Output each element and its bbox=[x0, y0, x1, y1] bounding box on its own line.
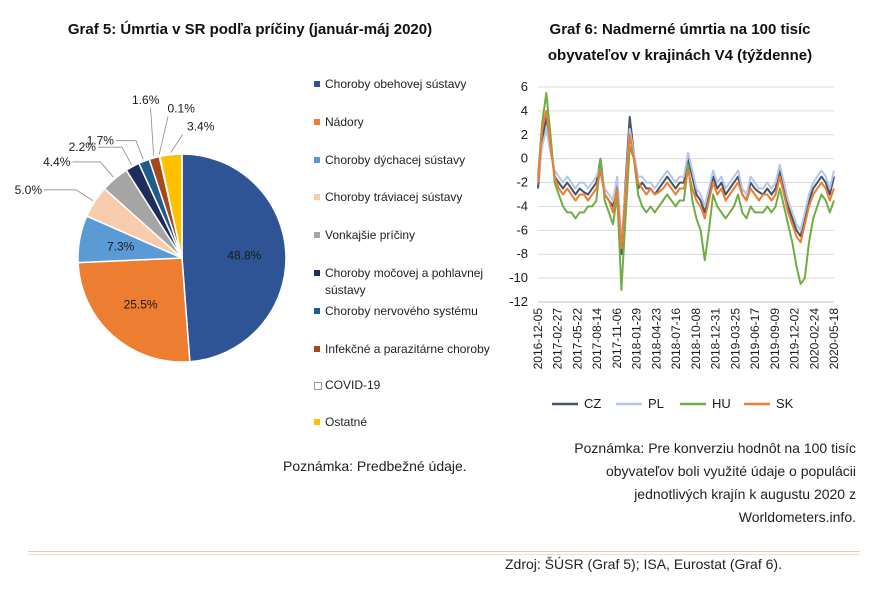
series-line-pl bbox=[537, 127, 835, 244]
pie-data-label: 2.2% bbox=[69, 140, 97, 154]
legend-label-hu: HU bbox=[712, 396, 731, 411]
x-tick-label: 2017-08-14 bbox=[590, 308, 604, 370]
chart6-note-line: Poznámka: Pre konverziu hodnôt na 100 ti… bbox=[574, 440, 856, 456]
legend-swatch bbox=[314, 419, 320, 425]
legend-label: Choroby obehovej sústavy bbox=[325, 77, 467, 91]
pie-data-label: 0.1% bbox=[168, 101, 196, 115]
divider-line bbox=[28, 554, 860, 555]
pie-data-label: 25.5% bbox=[124, 298, 158, 312]
pie-leader-line bbox=[150, 107, 155, 156]
pie-data-label: 1.6% bbox=[132, 93, 160, 107]
x-tick-label: 2019-12-02 bbox=[788, 308, 802, 370]
x-tick-label: 2017-02-27 bbox=[551, 308, 565, 370]
legend-swatch bbox=[314, 119, 320, 125]
legend-label: Choroby dýchacej sústavy bbox=[325, 153, 466, 167]
source-note: Zdroj: ŠÚSR (Graf 5); ISA, Eurostat (Gra… bbox=[505, 556, 782, 572]
pie-chart: 48.8% 25.5% 7.3% 5.0%4.4%2.2%1.7% 1.6% 0.1% 3.… bbox=[15, 93, 287, 363]
legend-label: Choroby nervového systému bbox=[325, 304, 478, 318]
legend-label: Vonkajšie príčiny bbox=[325, 228, 416, 242]
series-line-cz bbox=[537, 115, 835, 256]
legend-label-pl: PL bbox=[648, 396, 664, 411]
legend-label: Choroby tráviacej sústavy bbox=[325, 190, 463, 204]
pie-leader-line bbox=[170, 134, 184, 153]
chart6-note-line: jednotlivých krajín k augustu 2020 z bbox=[634, 486, 856, 502]
x-tick-label: 2016-12-05 bbox=[531, 308, 545, 370]
y-tick-label: -8 bbox=[516, 246, 528, 261]
legend-swatch bbox=[314, 157, 320, 163]
legend-swatch bbox=[314, 346, 320, 352]
chart6-note-line: Worldometers.info. bbox=[738, 509, 856, 525]
x-tick-label: 2019-06-17 bbox=[748, 308, 762, 370]
y-tick-label: -6 bbox=[516, 222, 528, 237]
y-tick-label: -2 bbox=[516, 175, 528, 190]
legend-label: Choroby močovej a pohlavnej sústavy bbox=[325, 266, 484, 297]
y-tick-label: 6 bbox=[521, 79, 528, 94]
chart5-title: Graf 5: Úmrtia v SR podľa príčiny (januá… bbox=[67, 21, 433, 38]
legend-label: Infekčné a parazitárne choroby bbox=[325, 342, 490, 356]
y-tick-label: 4 bbox=[521, 103, 528, 118]
pie-data-label: 1.7% bbox=[87, 134, 115, 148]
x-tick-label: 2018-10-08 bbox=[689, 308, 703, 370]
pie-data-label: 3.4% bbox=[187, 120, 215, 134]
legend-label: COVID-19 bbox=[325, 378, 381, 392]
divider-line bbox=[28, 551, 860, 552]
pie-data-label: 7.3% bbox=[107, 240, 135, 254]
pie-leader-line bbox=[97, 146, 132, 165]
y-tick-label: 0 bbox=[521, 151, 528, 166]
legend-swatch bbox=[314, 308, 320, 314]
y-tick-label: -10 bbox=[509, 270, 528, 285]
pie-leader-line bbox=[44, 189, 94, 201]
x-tick-label: 2018-04-23 bbox=[649, 308, 663, 370]
chart6-title-line2: obyvateľov v krajinách V4 (týždenne) bbox=[547, 47, 813, 64]
legend-label-cz: CZ bbox=[584, 396, 601, 411]
legend-swatch bbox=[314, 81, 320, 87]
series-line-sk bbox=[537, 109, 835, 250]
pie-data-label: 5.0% bbox=[15, 183, 43, 197]
legend-label-sk: SK bbox=[776, 396, 794, 411]
legend-swatch bbox=[314, 232, 320, 238]
y-tick-label: -4 bbox=[516, 198, 528, 213]
chart6-note-line: obyvateľov boli využité údaje o populáci… bbox=[605, 463, 856, 479]
pie-leader-line bbox=[72, 161, 114, 178]
legend-label: Nádory bbox=[325, 115, 364, 129]
pie-leader-line bbox=[115, 140, 144, 160]
x-tick-label: 2019-03-25 bbox=[728, 308, 742, 370]
x-tick-label: 2018-12-31 bbox=[709, 308, 723, 370]
x-tick-label: 2019-09-09 bbox=[768, 308, 782, 370]
pie-slice-ostatne bbox=[159, 153, 183, 259]
pie-slice-choroby-obehovej-sustavy bbox=[181, 153, 287, 363]
x-tick-label: 2018-07-16 bbox=[669, 308, 683, 370]
x-tick-label: 2020-02-24 bbox=[807, 308, 821, 370]
pie-data-label: 48.8% bbox=[227, 249, 261, 263]
chart5-note: Poznámka: Predbežné údaje. bbox=[283, 458, 467, 474]
chart6-title-line1: Graf 6: Nadmerné úmrtia na 100 tisíc bbox=[549, 21, 811, 38]
pie-data-label: 4.4% bbox=[43, 155, 71, 169]
x-tick-label: 2017-05-22 bbox=[570, 308, 584, 370]
y-tick-label: 2 bbox=[521, 127, 528, 142]
x-tick-label: 2017-11-06 bbox=[610, 308, 624, 369]
pie-slice-nadory bbox=[77, 257, 191, 363]
legend-swatch bbox=[314, 382, 322, 390]
chart6-note: Poznámka: Pre konverziu hodnôt na 100 ti… bbox=[520, 437, 856, 529]
x-tick-label: 2018-01-29 bbox=[630, 308, 644, 370]
y-tick-label: -12 bbox=[509, 294, 528, 309]
pie-leader-line bbox=[158, 116, 169, 155]
x-tick-label: 2020-05-18 bbox=[827, 308, 841, 370]
chart6-title: Graf 6: Nadmerné úmrtia na 100 tisíc oby… bbox=[490, 20, 870, 66]
legend-swatch bbox=[314, 194, 320, 200]
legend-label: Ostatné bbox=[325, 415, 368, 429]
legend-swatch bbox=[314, 270, 320, 276]
